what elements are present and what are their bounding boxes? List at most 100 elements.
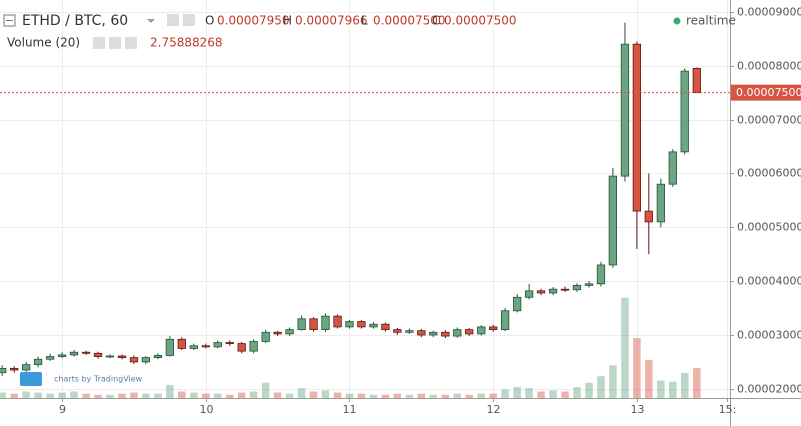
candle-body bbox=[357, 321, 366, 328]
x-tick-label: 13 bbox=[631, 403, 645, 416]
volume-bar bbox=[321, 390, 330, 398]
volume-close-button[interactable] bbox=[125, 37, 137, 49]
candle-body bbox=[46, 356, 55, 360]
volume-bar bbox=[345, 393, 354, 398]
eye-button[interactable] bbox=[167, 14, 179, 26]
candle-body bbox=[429, 331, 438, 336]
volume-bar bbox=[106, 394, 114, 398]
volume-bar bbox=[417, 393, 426, 398]
volume-bar bbox=[501, 389, 509, 398]
volume-bar bbox=[58, 392, 66, 398]
volume-bar bbox=[237, 392, 246, 398]
candle-body bbox=[105, 355, 115, 358]
tradingview-logo[interactable] bbox=[20, 372, 42, 386]
y-tick-label: 0.00005000 bbox=[737, 221, 801, 234]
volume-bar bbox=[22, 391, 30, 398]
candle-body bbox=[620, 43, 630, 177]
candle-body bbox=[141, 357, 150, 363]
volume-bar bbox=[453, 393, 461, 398]
y-tick-label: 0.00006000 bbox=[737, 167, 801, 180]
ohlc-value: 0.00007966 bbox=[295, 14, 368, 28]
volume-bar bbox=[94, 394, 102, 398]
volume-bar bbox=[680, 372, 689, 398]
volume-bar bbox=[573, 387, 581, 398]
volume-bar bbox=[297, 388, 306, 398]
volume-pane bbox=[0, 297, 701, 398]
x-tick-label: 11 bbox=[343, 403, 357, 416]
candle-body bbox=[513, 296, 522, 312]
volume-bar bbox=[154, 393, 162, 398]
candle-body bbox=[369, 323, 378, 328]
candle-body bbox=[309, 318, 318, 331]
volume-bar bbox=[537, 391, 545, 398]
volume-bar bbox=[249, 391, 258, 398]
x-tick-label: 10 bbox=[200, 403, 214, 416]
y-tick-label: 0.00003000 bbox=[737, 329, 801, 342]
volume-bar bbox=[405, 394, 414, 398]
volume-bar bbox=[657, 380, 665, 398]
candle-body bbox=[249, 341, 258, 352]
candle-body bbox=[69, 351, 79, 356]
candle-body bbox=[680, 70, 689, 153]
candle-body bbox=[33, 358, 43, 366]
watermark[interactable]: charts by TradingView bbox=[54, 375, 143, 384]
volume-bar bbox=[70, 391, 78, 398]
candle-body bbox=[536, 290, 546, 294]
collapse-button[interactable] bbox=[3, 14, 16, 27]
x-tick-label: 9 bbox=[59, 403, 66, 416]
volume-bar bbox=[585, 382, 593, 398]
volume-eye-button[interactable] bbox=[93, 37, 105, 49]
candle-body bbox=[345, 321, 354, 328]
volume-bar bbox=[561, 391, 569, 398]
volume-bar bbox=[178, 391, 186, 398]
ohlc-value: 0.00007500 bbox=[444, 14, 517, 28]
candle-body bbox=[225, 342, 234, 345]
volume-bar bbox=[190, 392, 198, 398]
candle-body bbox=[57, 354, 67, 357]
candle-body bbox=[393, 329, 402, 333]
candle-body bbox=[668, 151, 677, 185]
candle-body bbox=[572, 285, 582, 291]
volume-bar bbox=[465, 394, 473, 398]
candle-body bbox=[297, 318, 306, 331]
volume-bar bbox=[513, 387, 521, 398]
candle-body bbox=[321, 315, 330, 331]
volume-bar bbox=[369, 394, 378, 398]
volume-bar bbox=[693, 367, 701, 398]
ohlc-value: 0.00007950 bbox=[217, 14, 290, 28]
candle-body bbox=[560, 288, 570, 291]
volume-bar bbox=[166, 384, 174, 398]
symbol-menu[interactable] bbox=[147, 19, 155, 23]
candle-body bbox=[656, 183, 666, 223]
volume-bar bbox=[261, 382, 270, 398]
volume-settings-button[interactable] bbox=[109, 37, 121, 49]
candle-body bbox=[237, 343, 246, 352]
volume-title: Volume (20) bbox=[7, 36, 80, 50]
candle-body bbox=[632, 43, 642, 212]
candle-body bbox=[177, 338, 186, 349]
axes: 0.00002000 0.00003000 0.00004000 0.00005000… bbox=[59, 6, 801, 416]
candle-body bbox=[165, 338, 174, 356]
volume-bar bbox=[34, 392, 42, 398]
candle-body bbox=[285, 329, 294, 335]
candle-body bbox=[453, 329, 462, 337]
settings-button[interactable] bbox=[183, 14, 195, 26]
y-tick-label: 0.00009000 bbox=[737, 6, 801, 19]
candle-body bbox=[441, 331, 450, 337]
y-tick-label: 0.00004000 bbox=[737, 275, 801, 288]
volume-bar bbox=[46, 393, 54, 398]
ohlc-letter: C bbox=[432, 14, 440, 28]
candles bbox=[0, 22, 730, 376]
volume-bar bbox=[130, 392, 138, 398]
y-tick-label: 0.00007000 bbox=[737, 114, 801, 127]
ohlc-value: 0.00007500 bbox=[373, 14, 446, 28]
candle-body bbox=[500, 310, 510, 331]
candle-body bbox=[596, 264, 606, 285]
volume-bar bbox=[309, 391, 318, 398]
volume-bar bbox=[621, 297, 629, 398]
candle-body bbox=[129, 357, 139, 363]
candle-body bbox=[477, 326, 486, 335]
volume-bar bbox=[549, 390, 557, 398]
volume-bar bbox=[489, 393, 497, 398]
